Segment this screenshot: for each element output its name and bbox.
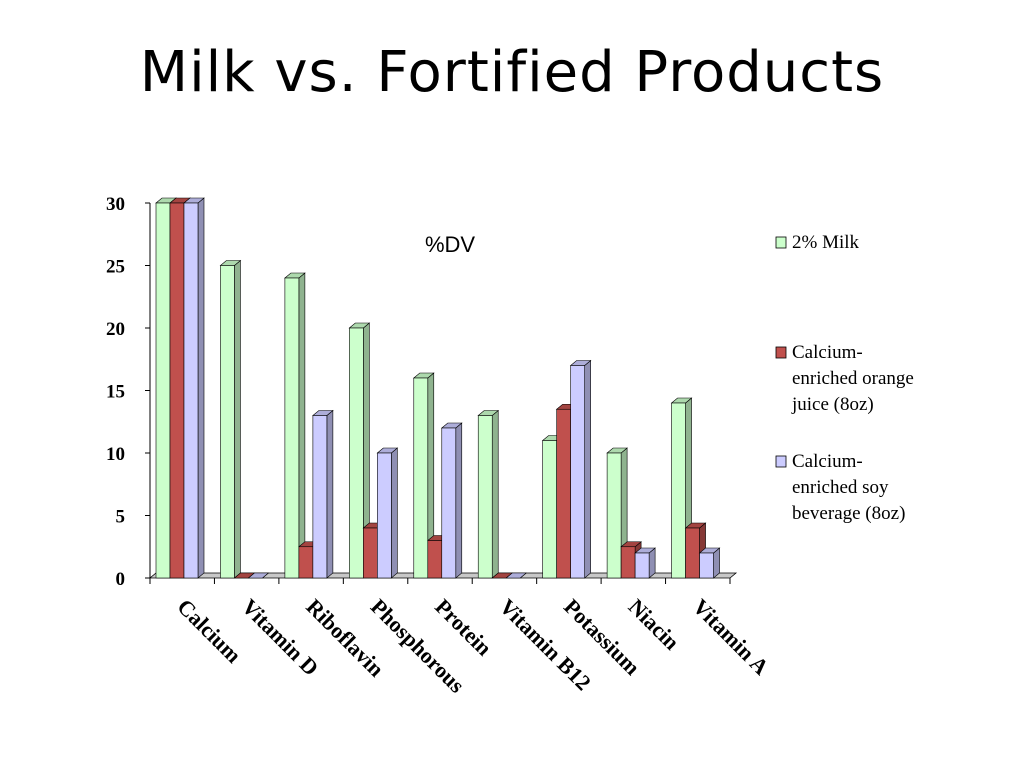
bar [699,552,714,579]
x-tick-label: Vitamin A [688,594,774,680]
slide-title: Milk vs. Fortified Products [139,40,885,105]
bar [427,540,443,579]
y-tick-label: 10 [106,444,125,465]
legend-swatch [775,236,787,249]
bar [570,365,585,579]
bar [671,402,686,579]
bar-side [391,447,398,579]
y-tick-label: 15 [106,382,125,403]
y-tick-label: 0 [116,569,126,590]
bar [298,546,314,579]
bar [312,415,328,579]
legend-swatch [775,346,787,359]
x-tick-label: Calcium [172,594,246,668]
bar [413,377,429,579]
bar [349,327,364,579]
x-tick-label: Niacin [624,594,685,655]
bar [606,452,622,579]
bar [183,202,199,579]
y-tick-label: 25 [106,257,125,278]
bar [377,452,392,579]
bar [441,427,457,579]
bar [477,415,493,579]
bar [220,265,235,579]
bar-side [326,409,334,579]
legend-label: Calcium-enriched orange juice (8oz) [791,342,914,415]
bar-side [584,359,591,579]
bar [363,527,378,579]
bar-side [197,197,205,579]
bar [556,408,571,579]
bar-top [505,572,528,579]
bar [685,527,700,579]
y-tick-label: 5 [116,507,126,528]
y-tick-label: 30 [106,194,125,215]
chart-title: %DV [425,232,475,257]
bar [169,202,185,579]
bar [155,202,171,579]
legend-swatch [775,455,787,468]
bar-side [455,422,463,579]
bar-side [298,272,306,579]
bar [542,440,557,579]
bar-side [234,259,241,579]
bar [634,552,650,579]
bar-top [247,572,270,579]
bar [620,546,636,579]
bar-side [491,409,499,579]
legend-label: Calcium-enriched soy beverage (8oz) [792,451,905,524]
legend-label: 2% Milk [792,232,860,253]
y-tick-label: 20 [106,319,125,340]
bar [284,277,300,579]
